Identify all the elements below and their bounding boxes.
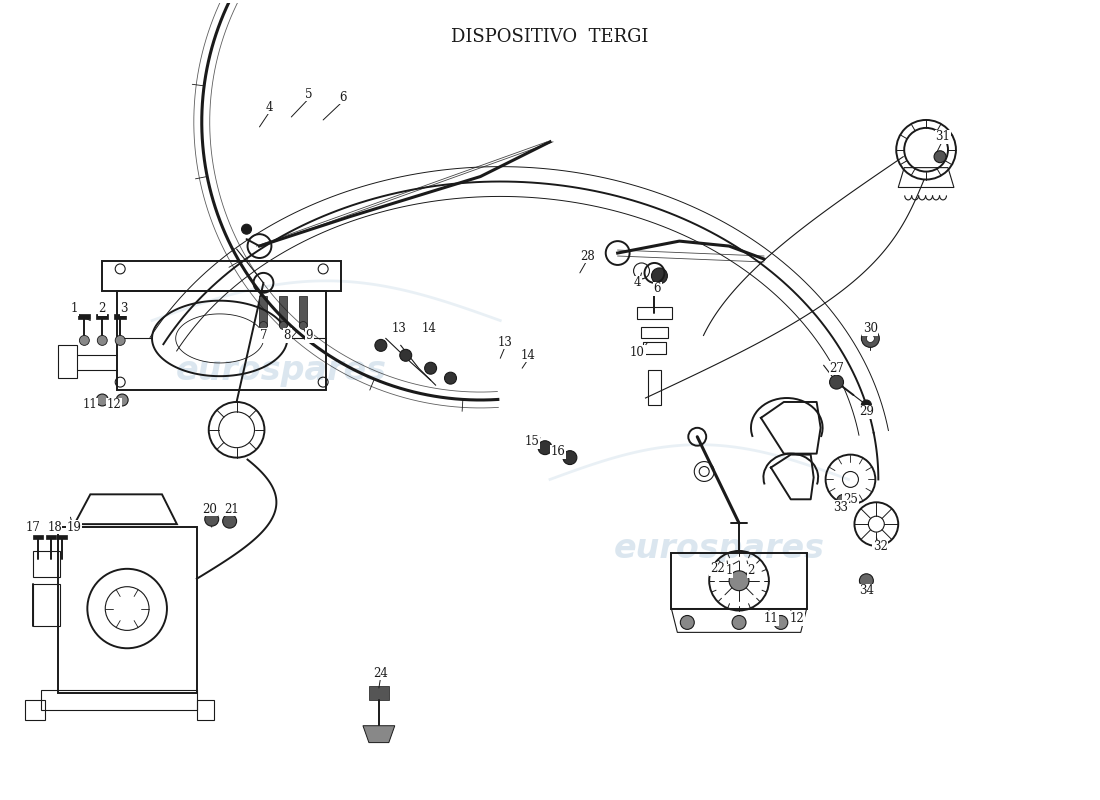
Circle shape xyxy=(836,494,850,508)
Text: 29: 29 xyxy=(859,406,873,418)
Circle shape xyxy=(425,362,437,374)
Circle shape xyxy=(680,615,694,630)
Text: 25: 25 xyxy=(843,493,858,506)
Circle shape xyxy=(399,350,411,362)
Text: eurospares: eurospares xyxy=(614,533,825,566)
Text: 15: 15 xyxy=(525,435,539,448)
Circle shape xyxy=(116,335,125,346)
Text: 14: 14 xyxy=(421,322,436,335)
Circle shape xyxy=(375,339,387,351)
Circle shape xyxy=(279,322,287,330)
Text: 11: 11 xyxy=(82,398,98,411)
Text: 4: 4 xyxy=(634,276,641,290)
Circle shape xyxy=(861,330,879,347)
Polygon shape xyxy=(33,535,43,539)
Text: 11: 11 xyxy=(763,612,779,625)
Text: 28: 28 xyxy=(581,250,595,262)
Circle shape xyxy=(867,334,875,342)
Polygon shape xyxy=(97,314,108,318)
Text: 16: 16 xyxy=(550,445,565,458)
Text: 8: 8 xyxy=(284,329,292,342)
Circle shape xyxy=(242,224,252,234)
Circle shape xyxy=(729,571,749,590)
Circle shape xyxy=(222,514,236,528)
Text: 13: 13 xyxy=(498,336,513,349)
Text: 31: 31 xyxy=(936,130,950,143)
Text: 18: 18 xyxy=(47,521,62,534)
Text: 7: 7 xyxy=(260,329,267,342)
Text: 6: 6 xyxy=(339,90,346,104)
Polygon shape xyxy=(260,296,267,326)
Text: 22: 22 xyxy=(710,562,725,575)
Text: 27: 27 xyxy=(829,362,844,374)
Text: 33: 33 xyxy=(833,501,848,514)
Text: 9: 9 xyxy=(306,329,313,342)
Polygon shape xyxy=(57,535,67,539)
Text: 1: 1 xyxy=(725,564,733,578)
Text: 30: 30 xyxy=(862,322,878,335)
Text: 32: 32 xyxy=(873,541,888,554)
Circle shape xyxy=(205,512,219,526)
Circle shape xyxy=(97,394,108,406)
Circle shape xyxy=(299,322,307,330)
Circle shape xyxy=(97,335,107,346)
Circle shape xyxy=(774,615,788,630)
Text: 13: 13 xyxy=(392,322,406,335)
Circle shape xyxy=(859,574,873,588)
Circle shape xyxy=(444,372,456,384)
Text: 5: 5 xyxy=(306,88,313,101)
Polygon shape xyxy=(279,296,287,326)
Text: 21: 21 xyxy=(224,502,239,516)
Circle shape xyxy=(260,322,267,330)
Polygon shape xyxy=(363,726,395,742)
Circle shape xyxy=(829,375,844,389)
Polygon shape xyxy=(114,314,126,318)
Text: 4: 4 xyxy=(266,101,273,114)
Circle shape xyxy=(117,394,128,406)
Text: 2: 2 xyxy=(747,564,755,578)
Text: 12: 12 xyxy=(107,398,122,411)
Circle shape xyxy=(563,450,576,465)
Text: 10: 10 xyxy=(630,346,645,359)
Text: 6: 6 xyxy=(653,282,661,295)
Text: 12: 12 xyxy=(790,612,804,625)
Text: 1: 1 xyxy=(70,302,78,315)
Polygon shape xyxy=(45,535,55,539)
Circle shape xyxy=(651,268,668,284)
Circle shape xyxy=(934,150,946,162)
Circle shape xyxy=(733,615,746,630)
Text: 3: 3 xyxy=(120,302,128,315)
Text: 24: 24 xyxy=(373,666,388,679)
Text: eurospares: eurospares xyxy=(176,354,387,386)
Text: 34: 34 xyxy=(859,584,873,597)
Circle shape xyxy=(861,400,871,410)
Text: 2: 2 xyxy=(99,302,106,315)
Circle shape xyxy=(538,441,552,454)
Text: 17: 17 xyxy=(25,521,40,534)
Polygon shape xyxy=(78,314,90,318)
Text: DISPOSITIVO  TERGI: DISPOSITIVO TERGI xyxy=(451,28,649,46)
Polygon shape xyxy=(299,296,307,326)
Circle shape xyxy=(79,335,89,346)
Text: 19: 19 xyxy=(67,521,81,534)
Text: 14: 14 xyxy=(520,349,536,362)
Text: 20: 20 xyxy=(202,502,217,516)
Polygon shape xyxy=(368,686,388,700)
